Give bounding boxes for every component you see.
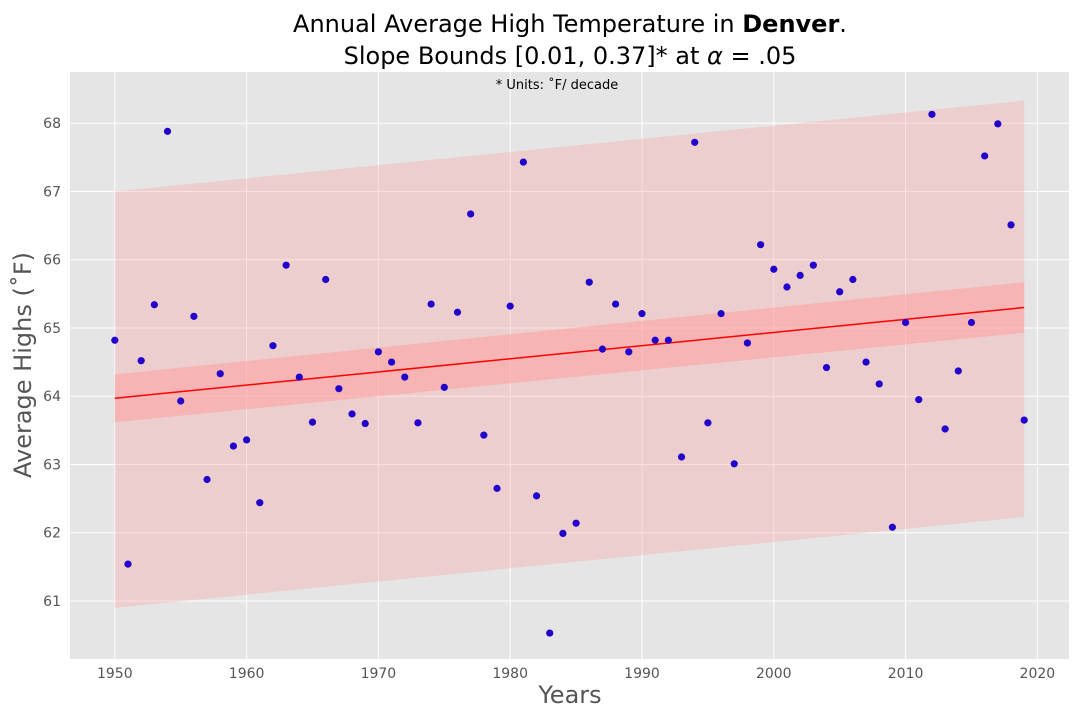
data-point [770,265,778,273]
data-point [757,241,765,249]
y-tick-label: 68 [43,116,61,132]
data-point [506,302,514,310]
data-point [414,419,422,427]
data-point [387,358,396,366]
data-point [822,363,831,372]
data-point [124,560,132,568]
chart-subtitle: Slope Bounds [0.01, 0.37]* at α = .05 [344,42,797,70]
y-tick-label: 66 [43,253,61,269]
data-point [954,367,962,375]
data-point [163,127,172,135]
data-point [625,348,633,356]
data-point [717,310,725,318]
data-point [361,419,369,428]
data-point [111,336,119,344]
data-point [612,300,620,308]
data-point [401,373,409,381]
x-tick-label: 1980 [492,666,528,682]
units-annotation: * Units: ˚F/ decade [496,77,618,93]
data-point [743,339,752,347]
data-point [928,110,936,118]
x-tick-label: 1970 [361,666,397,682]
data-point [282,261,290,269]
data-point [994,120,1002,128]
data-point [177,397,185,405]
data-point [809,261,817,269]
data-point [203,475,211,484]
data-point [480,431,488,439]
data-point [783,283,791,291]
data-point [348,410,356,418]
data-point [519,158,527,166]
data-points [111,110,1028,637]
data-point [453,308,462,316]
y-tick-label: 63 [43,457,61,473]
data-point [585,278,593,286]
data-point [427,300,435,308]
data-point [836,288,844,296]
data-point [216,370,224,378]
data-point [664,336,672,344]
y-axis-label: Average Highs (˚F) [9,252,37,478]
data-point [1020,416,1028,424]
data-point [691,138,699,146]
x-tick-label: 2010 [888,666,924,682]
data-point [137,357,145,365]
data-point [981,152,989,160]
data-point [638,310,646,318]
y-tick-label: 67 [43,184,61,200]
y-tick-label: 65 [43,321,61,337]
x-tick-label: 1990 [624,666,660,682]
y-tick-label: 61 [43,594,61,610]
data-point [598,345,607,353]
y-tick-label: 64 [43,389,61,405]
data-point [730,460,738,468]
y-tick-label: 62 [43,526,61,542]
x-tick-label: 2020 [1020,666,1056,682]
data-point [651,336,659,344]
data-point [440,383,448,391]
data-point [941,425,949,433]
data-point [493,484,501,492]
data-point [875,380,883,388]
x-tick-label: 1960 [229,666,265,682]
data-point [322,275,330,284]
data-point [915,396,923,404]
data-point [532,492,541,500]
data-point [572,519,580,527]
data-point [796,271,804,280]
data-point [295,373,303,381]
data-point [888,523,896,531]
data-point [190,312,198,320]
x-tick-labels: 1950 1960 1970 1980 1990 2000 2010 2020 [97,666,1055,682]
data-point [374,348,382,356]
data-point [335,385,343,393]
data-point [849,275,857,284]
data-point [559,529,567,538]
data-point [901,318,910,327]
data-point [546,629,554,637]
x-tick-label: 1950 [97,666,133,682]
gridlines [70,72,1069,659]
data-point [256,499,264,507]
data-point [229,442,238,450]
data-point [1007,221,1015,229]
y-tick-labels: 61 62 63 64 65 66 67 68 [43,116,61,610]
data-point [862,358,870,366]
data-point [243,436,251,444]
data-point [269,342,277,350]
data-point [677,453,686,461]
data-point [308,418,317,426]
data-point [150,301,158,309]
data-point [704,419,712,427]
x-tick-label: 2000 [756,666,792,682]
data-point [467,210,475,218]
data-point [967,318,976,327]
chart-title: Annual Average High Temperature in Denve… [293,10,847,38]
fit-line [114,306,1025,400]
x-axis-label: Years [537,681,601,709]
